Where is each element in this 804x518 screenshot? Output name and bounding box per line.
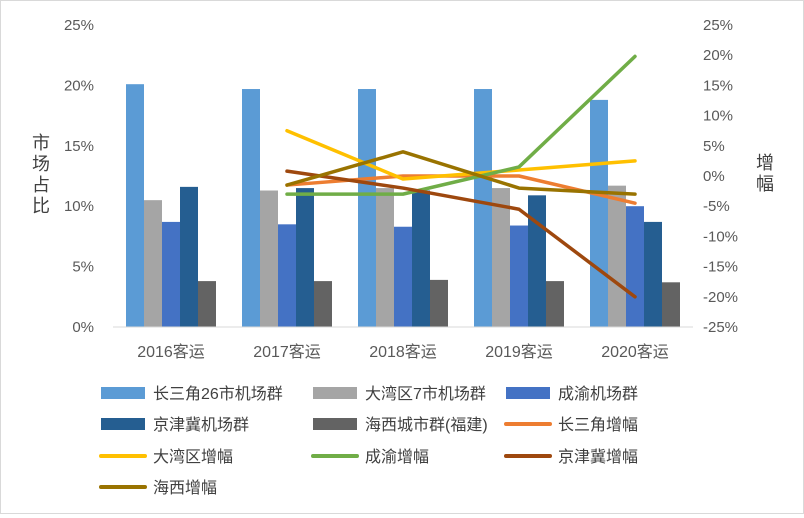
bar [474, 89, 492, 327]
y2-tick-label: -25% [703, 319, 738, 336]
legend-label: 长三角增幅 [558, 416, 638, 434]
bar [394, 226, 412, 327]
y-axis-ticks: 0% 5% 10% 15% 20% 25% [64, 17, 94, 336]
legend-swatch-bar [313, 387, 357, 399]
legend-swatch-bar [313, 418, 357, 430]
bar [162, 221, 180, 327]
y2-tick-label: 25% [703, 17, 733, 34]
x-category-label: 2017客运 [253, 343, 321, 361]
legend-label: 京津冀增幅 [558, 448, 638, 466]
legend-swatch-bar [101, 387, 145, 399]
bar [412, 190, 430, 327]
bar [278, 224, 296, 327]
legend-label: 长三角26市机场群 [153, 385, 283, 403]
y2-tick-label: 0% [703, 168, 725, 185]
legend-item: 海西增幅 [99, 479, 217, 497]
x-category-label: 2020客运 [601, 343, 669, 361]
y2-tick-label: -20% [703, 289, 738, 306]
y2-axis-title: 增幅 [756, 153, 774, 194]
legend-label: 成渝增幅 [365, 448, 429, 466]
y-axis-title-text: 市场占比 [32, 133, 50, 216]
legend-item: 成渝增幅 [311, 448, 429, 466]
series-line [285, 54, 637, 196]
series-line [285, 128, 637, 181]
bar [626, 206, 644, 327]
legend-label: 大湾区7市机场群 [365, 385, 486, 403]
x-category-label: 2016客运 [137, 343, 205, 361]
x-category-label: 2019客运 [485, 343, 553, 361]
bar [590, 99, 608, 327]
legend-item: 海西城市群(福建) [313, 416, 488, 434]
legend-swatch-bar [506, 387, 550, 399]
bar [644, 221, 662, 327]
bar [198, 281, 216, 327]
y2-tick-label: 20% [703, 47, 733, 64]
bar [358, 89, 376, 327]
y2-tick-label: 10% [703, 108, 733, 125]
legend-item: 大湾区7市机场群 [313, 385, 486, 403]
bar [430, 279, 448, 327]
y-tick-label: 0% [72, 319, 94, 336]
legend-item: 大湾区增幅 [99, 448, 233, 466]
bar [608, 185, 626, 327]
legend-label: 成渝机场群 [558, 385, 638, 403]
bar [180, 186, 198, 327]
legend-label: 海西城市群(福建) [365, 416, 488, 434]
y-tick-label: 15% [64, 138, 94, 155]
y2-axis-ticks: -25% -20% -15% -10% -5% 0% 5% 10% 15% 20% 25% [703, 17, 738, 336]
y2-tick-label: -10% [703, 228, 738, 245]
legend-item: 京津冀机场群 [101, 416, 249, 434]
y-tick-label: 5% [72, 259, 94, 276]
bar [260, 190, 278, 327]
x-category-label: 2018客运 [369, 343, 437, 361]
bar [126, 84, 144, 327]
y2-axis-title-text: 增幅 [756, 153, 774, 194]
legend-swatch-bar [101, 418, 145, 430]
legend-item: 长三角增幅 [504, 416, 638, 434]
legend-label: 京津冀机场群 [153, 416, 249, 434]
y-axis-title: 市场占比 [32, 133, 50, 216]
legend-item: 成渝机场群 [506, 385, 638, 403]
legend-label: 大湾区增幅 [153, 448, 233, 466]
bar [528, 195, 546, 327]
bar [144, 200, 162, 327]
legend-item: 长三角26市机场群 [101, 385, 283, 403]
bar [376, 188, 394, 327]
y-tick-label: 10% [64, 198, 94, 215]
bar-series-group [126, 84, 680, 327]
legend-label: 海西增幅 [153, 479, 217, 497]
y2-tick-label: -5% [703, 198, 730, 215]
y-tick-label: 20% [64, 77, 94, 94]
series-line [285, 169, 637, 299]
bar [242, 89, 260, 327]
bar [546, 281, 564, 327]
y2-tick-label: -15% [703, 259, 738, 276]
x-axis-category-labels: 2016客运 2017客运 2018客运 2019客运 2020客运 [137, 343, 669, 361]
y2-tick-label: 5% [703, 138, 725, 155]
series-line [285, 150, 637, 196]
y2-tick-label: 15% [703, 77, 733, 94]
y-tick-label: 25% [64, 17, 94, 34]
bar [492, 188, 510, 327]
bar [296, 188, 314, 327]
bar [662, 282, 680, 327]
bar [314, 281, 332, 327]
legend-item: 京津冀增幅 [504, 448, 638, 466]
line-series-group [285, 54, 637, 299]
bar [510, 225, 528, 327]
